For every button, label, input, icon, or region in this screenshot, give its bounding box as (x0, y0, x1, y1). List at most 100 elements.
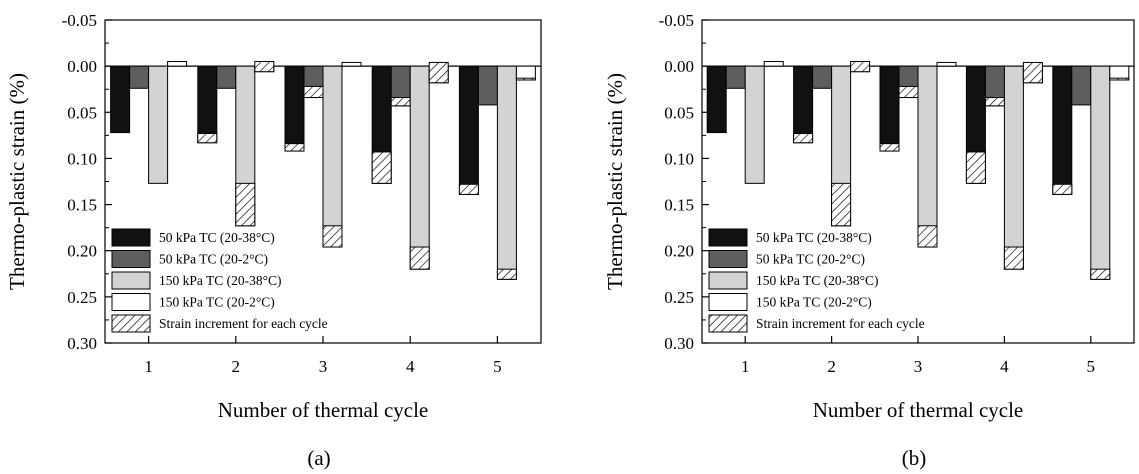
bar-series-1-cycle-2 (793, 65, 814, 144)
increment-hatch-series-1-cycle-2 (197, 133, 218, 144)
bar-series-3-cycle-5 (1090, 65, 1111, 280)
legend-swatch (708, 250, 748, 268)
legend-label: 50 kPa TC (20-38°C) (159, 230, 275, 245)
legend-swatch (111, 250, 151, 268)
legend-label-increment: Strain increment for each cycle (756, 316, 925, 331)
x-tick-label: 1 (741, 357, 750, 376)
legend-label: 150 kPa TC (20-38°C) (756, 273, 879, 288)
x-axis-title: Number of thermal cycle (218, 398, 429, 422)
y-tick-label: 0.20 (67, 242, 97, 261)
bar-series-3-cycle-4 (1003, 65, 1024, 270)
legend-label: 50 kPa TC (20-2°C) (756, 252, 865, 267)
y-tick-label: -0.05 (659, 11, 694, 30)
y-tick-label: 0.10 (67, 149, 97, 168)
increment-hatch-series-4-cycle-4 (1022, 61, 1043, 84)
legend-swatch (708, 271, 748, 290)
increment-hatch-series-1-cycle-5 (1052, 183, 1073, 195)
y-axis-title: Thermo-plastic strain (%) (603, 73, 627, 290)
y-tick-label: 0.15 (67, 196, 97, 215)
bar-series-2-cycle-2 (812, 65, 833, 89)
legend-label-increment: Strain increment for each cycle (159, 316, 328, 331)
bar-series-4-cycle-1 (167, 61, 188, 67)
increment-hatch-series-4-cycle-5 (515, 77, 536, 81)
y-tick-label: 0.00 (67, 57, 97, 76)
chart-panel-2: -0.05 0.00 0.05 0.10 0.15 0.20 0.25 0.30 1 2 3 4 5 Th… (603, 11, 1135, 470)
legend-label: 150 kPa TC (20-38°C) (159, 273, 282, 288)
increment-hatch-series-4-cycle-5 (1109, 77, 1130, 81)
increment-hatch-series-3-cycle-4 (1003, 246, 1024, 270)
x-tick-label: 5 (1087, 357, 1096, 376)
increment-hatch-series-1-cycle-2 (793, 133, 814, 144)
y-tick-label: 0.30 (664, 334, 694, 353)
bar-series-1-cycle-1 (110, 65, 131, 134)
bar-series-2-cycle-5 (1071, 65, 1092, 106)
bar-series-3-cycle-5 (496, 65, 517, 280)
increment-hatch-series-3-cycle-2 (831, 182, 852, 227)
increment-hatch-series-1-cycle-3 (284, 143, 305, 152)
panel-label: (a) (307, 446, 330, 470)
y-tick-label: 0.15 (664, 196, 694, 215)
increment-hatch-series-3-cycle-2 (235, 182, 256, 227)
x-tick-label: 5 (493, 357, 502, 376)
bar-series-2-cycle-1 (725, 65, 746, 89)
y-tick-label: 0.10 (664, 149, 694, 168)
x-tick-label: 1 (144, 357, 153, 376)
increment-hatch-series-4-cycle-2 (254, 61, 275, 73)
y-tick-label: 0.00 (664, 57, 694, 76)
bar-series-1-cycle-3 (284, 65, 305, 152)
y-tick-label: 0.05 (67, 103, 97, 122)
increment-hatch-series-3-cycle-3 (917, 225, 938, 248)
increment-hatch-series-1-cycle-4 (965, 151, 986, 184)
legend-label: 150 kPa TC (20-2°C) (756, 295, 872, 310)
bar-series-3-cycle-3 (917, 65, 938, 248)
increment-hatch-series-3-cycle-5 (496, 268, 517, 280)
bar-series-2-cycle-2 (216, 65, 237, 89)
increment-hatch-series-2-cycle-4 (390, 97, 411, 107)
x-tick-label: 3 (914, 357, 923, 376)
increment-hatch-series-4-cycle-4 (428, 61, 449, 84)
increment-hatch-series-2-cycle-3 (898, 85, 919, 99)
increment-hatch-series-2-cycle-3 (303, 85, 324, 99)
y-tick-label: 0.05 (664, 103, 694, 122)
bar-series-1-cycle-1 (706, 65, 727, 134)
legend-swatch (708, 293, 748, 311)
increment-hatch-series-2-cycle-4 (984, 97, 1005, 107)
legend-label: 150 kPa TC (20-2°C) (159, 295, 275, 310)
bar-series-2-cycle-5 (477, 65, 498, 106)
bar-series-2-cycle-1 (129, 65, 150, 89)
y-tick-label: 0.25 (67, 288, 97, 307)
legend-swatch (111, 228, 151, 247)
bar-series-4-cycle-3 (936, 61, 957, 67)
y-tick-label: -0.05 (62, 11, 97, 30)
legend-label: 50 kPa TC (20-38°C) (756, 230, 872, 245)
legend-swatch-increment (111, 314, 151, 333)
x-axis-title: Number of thermal cycle (813, 398, 1024, 422)
bar-series-4-cycle-3 (341, 61, 362, 67)
bar-series-3-cycle-1 (148, 65, 169, 184)
bar-series-1-cycle-5 (458, 65, 479, 195)
increment-hatch-series-4-cycle-2 (850, 61, 871, 73)
y-tick-label: 0.25 (664, 288, 694, 307)
bar-series-1-cycle-3 (879, 65, 900, 152)
chart-panel-1: -0.05 0.00 0.05 0.10 0.15 0.20 0.25 0.30 1 2 3 4 5 Th… (5, 11, 542, 470)
x-tick-label: 3 (319, 357, 328, 376)
bar-series-3-cycle-4 (409, 65, 430, 270)
x-tick-label: 4 (406, 357, 415, 376)
increment-hatch-series-1-cycle-4 (371, 151, 392, 184)
bar-series-4-cycle-1 (763, 61, 784, 67)
y-tick-label: 0.30 (67, 334, 97, 353)
bar-series-3-cycle-3 (322, 65, 343, 248)
y-tick-label: 0.20 (664, 242, 694, 261)
x-tick-label: 4 (1000, 357, 1009, 376)
legend-swatch (111, 293, 151, 311)
increment-hatch-series-3-cycle-5 (1090, 268, 1111, 280)
legend-label: 50 kPa TC (20-2°C) (159, 252, 268, 267)
increment-hatch-series-1-cycle-5 (458, 183, 479, 195)
bar-series-3-cycle-1 (744, 65, 765, 184)
panel-label: (b) (902, 446, 927, 470)
increment-hatch-series-3-cycle-4 (409, 246, 430, 270)
bar-series-1-cycle-5 (1052, 65, 1073, 195)
legend-swatch (111, 271, 151, 290)
